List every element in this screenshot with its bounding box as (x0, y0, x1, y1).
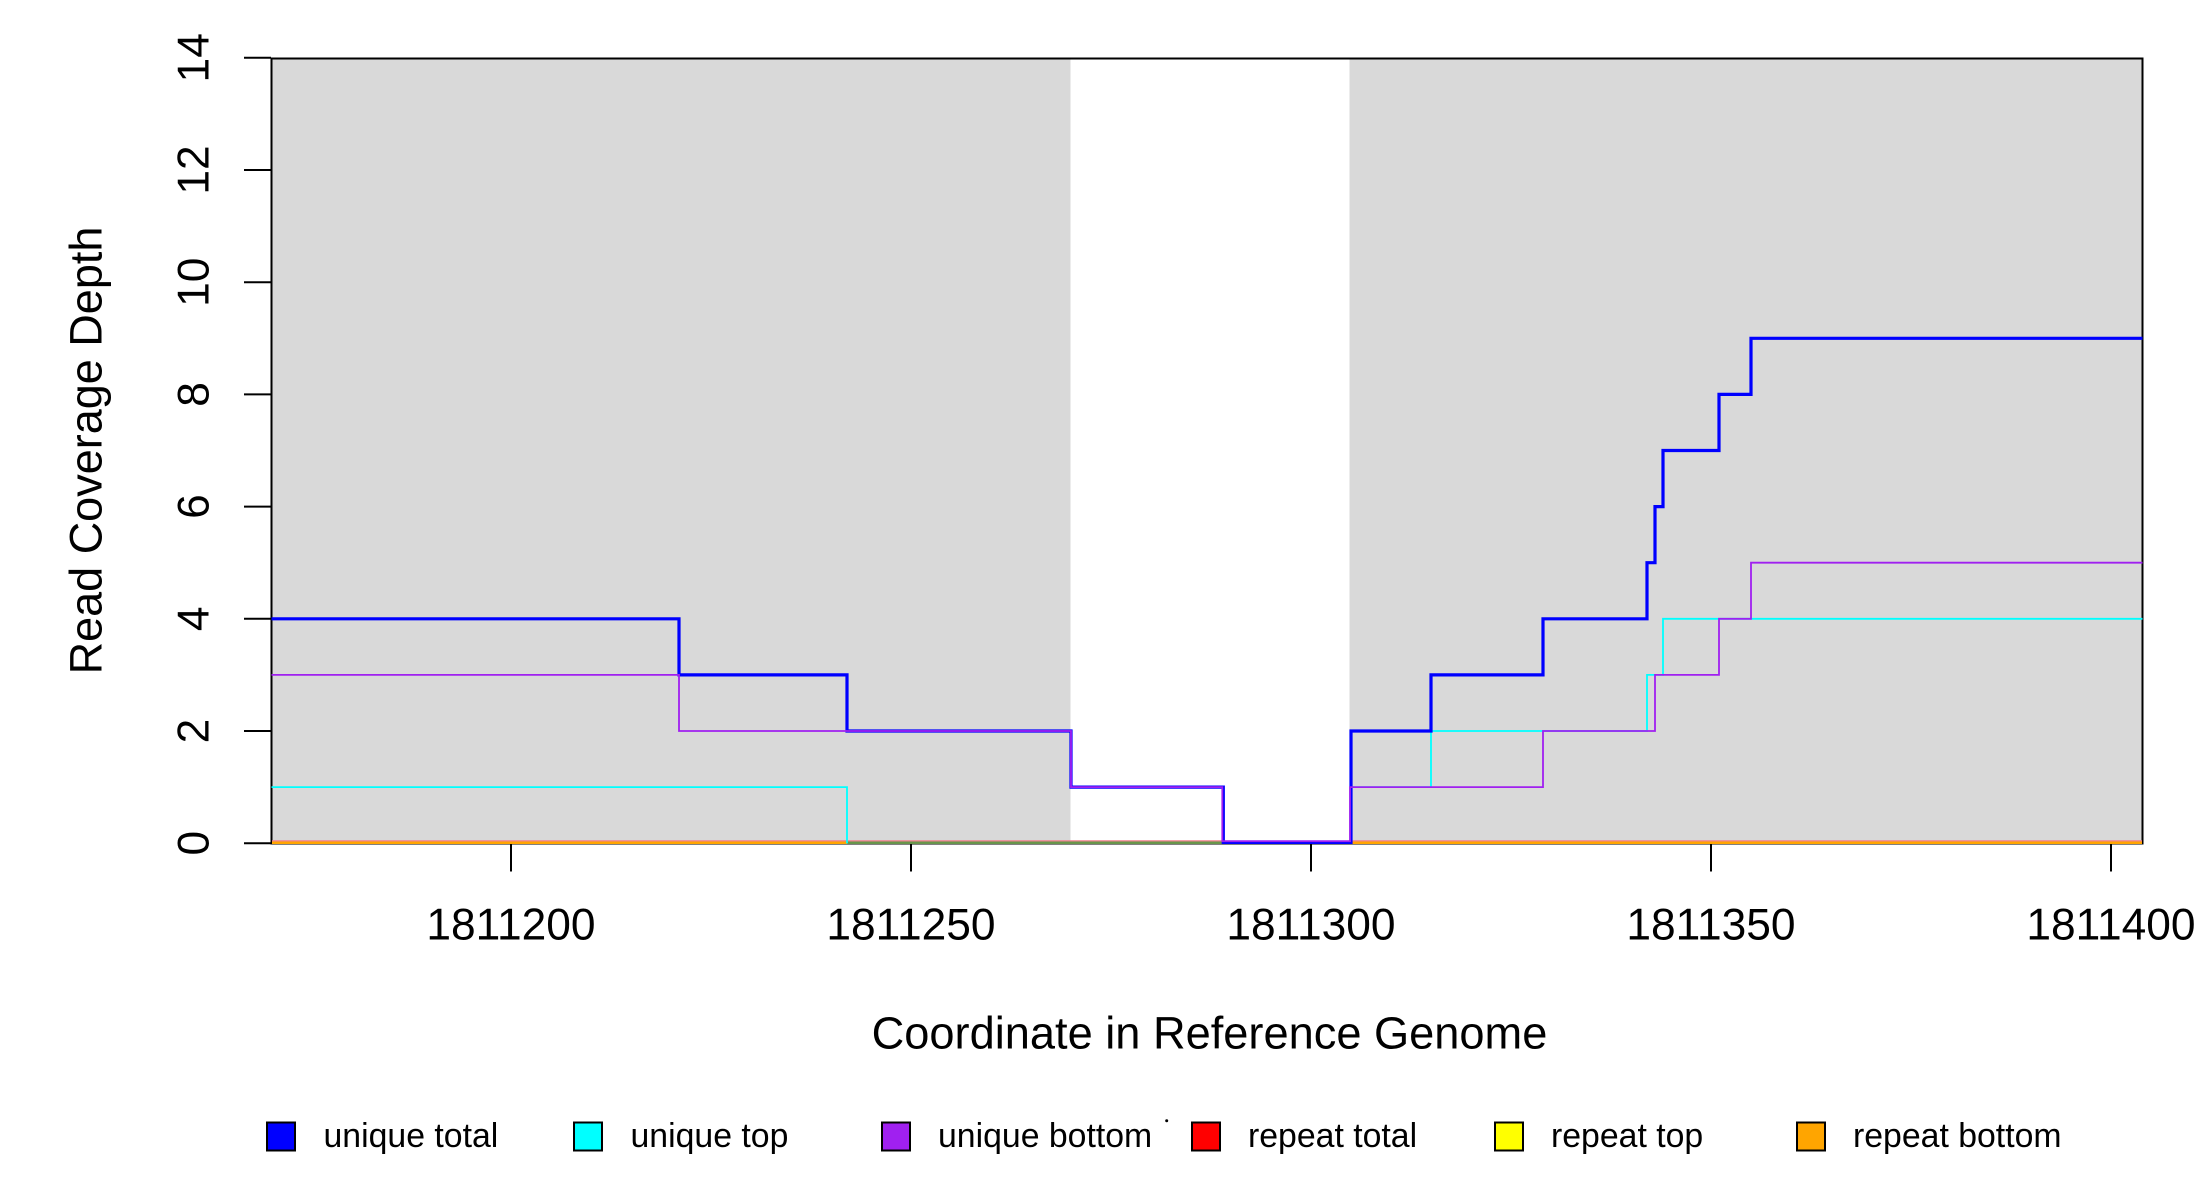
svg-text:1811400: 1811400 (2026, 901, 2195, 950)
svg-text:12: 12 (170, 145, 219, 194)
svg-text:2: 2 (170, 719, 219, 744)
svg-text:10: 10 (170, 258, 219, 307)
svg-text:unique top: unique top (631, 1117, 789, 1155)
svg-text:6: 6 (170, 494, 219, 519)
svg-text:unique bottom: unique bottom (938, 1117, 1152, 1155)
svg-text:8: 8 (170, 382, 219, 407)
svg-text:Coordinate in Reference Genome: Coordinate in Reference Genome (872, 1008, 1548, 1059)
svg-text:repeat bottom: repeat bottom (1853, 1117, 2062, 1155)
svg-text:repeat top: repeat top (1551, 1117, 1703, 1155)
svg-text:1811250: 1811250 (826, 901, 995, 950)
svg-text:14: 14 (170, 33, 219, 82)
svg-text:4: 4 (170, 606, 219, 631)
svg-text:Read Coverage Depth: Read Coverage Depth (61, 227, 112, 675)
svg-text:0: 0 (170, 831, 219, 856)
svg-text:1811300: 1811300 (1226, 901, 1395, 950)
svg-text:1811350: 1811350 (1626, 901, 1795, 950)
svg-text:unique total: unique total (324, 1117, 499, 1155)
svg-text:1811200: 1811200 (426, 901, 595, 950)
svg-text:repeat total: repeat total (1248, 1117, 1417, 1155)
